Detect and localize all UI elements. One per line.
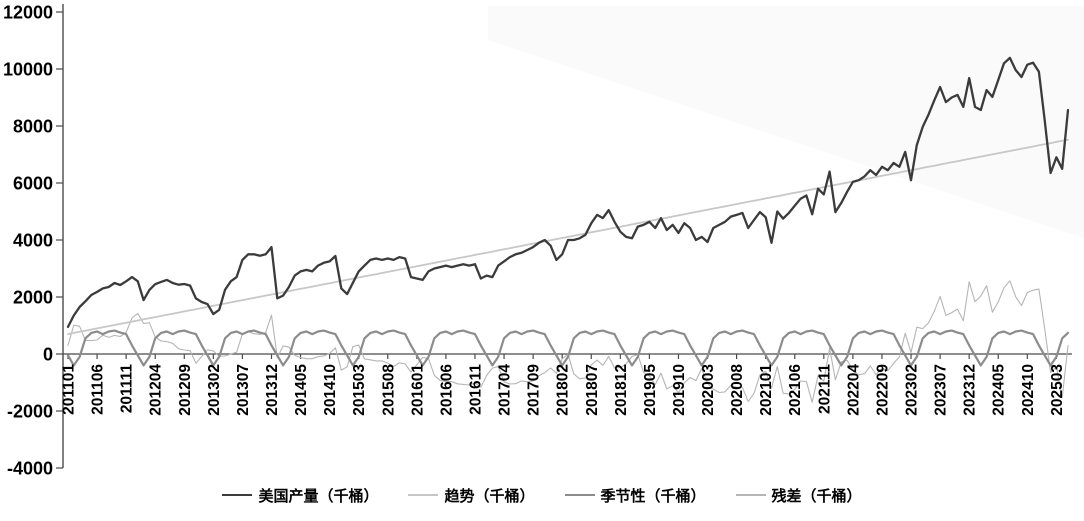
x-tick-label: 201111 bbox=[119, 364, 136, 414]
x-tick-label: 202204 bbox=[845, 364, 862, 416]
x-tick-label: 201807 bbox=[584, 364, 601, 416]
x-tick-label: 201405 bbox=[293, 364, 310, 416]
legend-label-seasonal: 季节性（千桶） bbox=[600, 487, 706, 505]
x-tick-label: 201307 bbox=[235, 364, 252, 416]
x-tick-label: 202003 bbox=[700, 364, 717, 416]
y-tick-label: -4000 bbox=[7, 458, 53, 478]
chart-legend: 美国产量（千桶） 趋势（千桶） 季节性（千桶） 残差（千桶） bbox=[0, 482, 1084, 508]
y-tick-label: 12000 bbox=[3, 2, 53, 22]
y-tick-label: 4000 bbox=[13, 230, 53, 250]
y-tick-label: -2000 bbox=[7, 401, 53, 421]
x-tick-label: 202101 bbox=[758, 364, 775, 416]
x-tick-label: 201910 bbox=[671, 364, 688, 416]
trend-line-swatch bbox=[408, 494, 439, 496]
legend-item-trend: 趋势（千桶） bbox=[408, 485, 535, 506]
x-tick-label: 201209 bbox=[177, 364, 194, 416]
x-tick-label: 202209 bbox=[874, 364, 891, 416]
x-tick-label: 202111 bbox=[816, 364, 833, 414]
x-tick-label: 202405 bbox=[991, 364, 1008, 416]
x-tick-label: 201611 bbox=[467, 364, 484, 415]
legend-item-production: 美国产量（千桶） bbox=[222, 485, 378, 506]
x-tick-label: 202410 bbox=[1020, 364, 1037, 416]
x-tick-label: 201503 bbox=[351, 364, 368, 416]
x-tick-label: 201508 bbox=[380, 364, 397, 416]
legend-item-residual: 残差（千桶） bbox=[735, 485, 862, 506]
production-line bbox=[66, 56, 1070, 329]
x-tick-label: 201312 bbox=[264, 364, 281, 416]
trend-line bbox=[67, 138, 1069, 336]
background-sheen bbox=[488, 6, 1084, 238]
x-tick-label: 202503 bbox=[1049, 364, 1066, 416]
legend-label-trend: 趋势（千桶） bbox=[444, 487, 535, 505]
x-tick-label: 201302 bbox=[206, 364, 223, 416]
x-tick-label: 202302 bbox=[904, 364, 921, 416]
y-tick-label: 10000 bbox=[3, 59, 53, 79]
seasonal-line bbox=[66, 329, 1070, 367]
x-tick-label: 201606 bbox=[438, 364, 455, 416]
x-tick-label: 201204 bbox=[148, 364, 165, 416]
production-line-swatch bbox=[222, 494, 253, 496]
x-tick-label: 202106 bbox=[787, 364, 804, 416]
seasonal-line-swatch bbox=[564, 494, 595, 496]
x-tick-label: 202008 bbox=[729, 364, 746, 416]
legend-label-residual: 残差（千桶） bbox=[771, 487, 862, 505]
x-tick-label: 201905 bbox=[642, 364, 659, 416]
x-tick-label: 201802 bbox=[555, 364, 572, 416]
x-tick-label: 202307 bbox=[933, 364, 950, 416]
x-tick-label: 201601 bbox=[409, 364, 426, 416]
x-tick-label: 201410 bbox=[322, 364, 339, 416]
y-tick-label: 0 bbox=[43, 344, 53, 364]
y-tick-label: 8000 bbox=[13, 116, 53, 136]
x-tick-label: 201101 bbox=[61, 364, 78, 415]
legend-label-production: 美国产量（千桶） bbox=[258, 487, 379, 505]
x-tick-label: 201709 bbox=[526, 364, 543, 416]
y-tick-label: 6000 bbox=[13, 173, 53, 193]
residual-line-swatch bbox=[735, 494, 766, 496]
y-tick-label: 2000 bbox=[13, 287, 53, 307]
x-tick-label: 201704 bbox=[497, 364, 514, 416]
x-tick-label: 201812 bbox=[613, 364, 630, 416]
x-tick-label: 202312 bbox=[962, 364, 979, 416]
legend-item-seasonal: 季节性（千桶） bbox=[564, 485, 706, 506]
x-tick-label: 201106 bbox=[90, 364, 107, 415]
